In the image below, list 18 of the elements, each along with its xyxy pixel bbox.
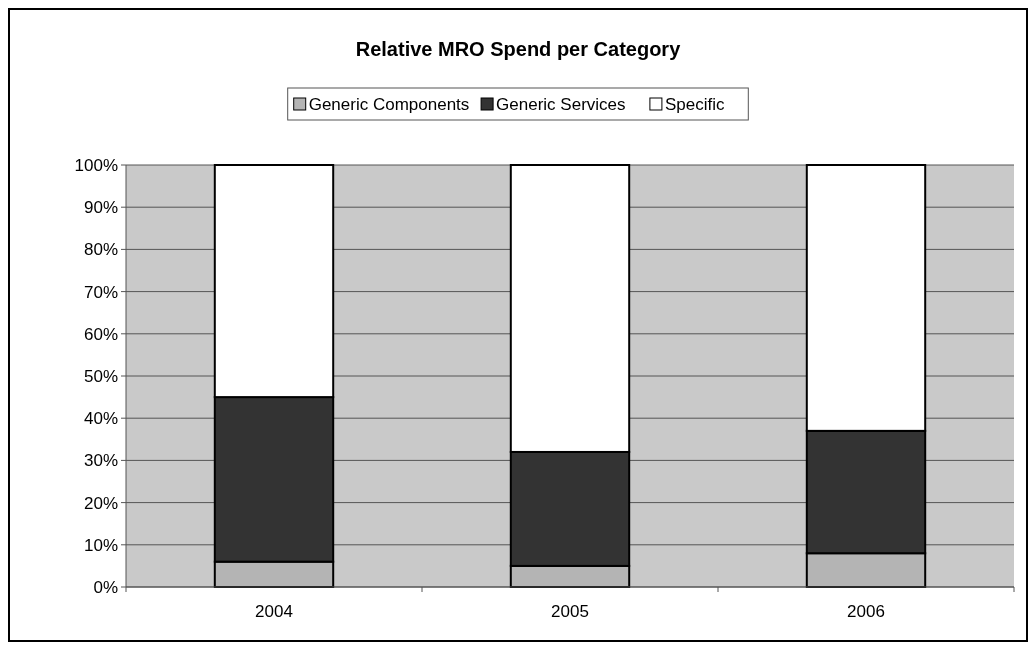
- y-tick-label: 60%: [83, 324, 118, 344]
- legend-label: Generic Services: [496, 94, 626, 114]
- y-tick-label: 10%: [83, 535, 118, 555]
- chart-title: Relative MRO Spend per Category: [355, 38, 682, 60]
- y-tick-label: 50%: [83, 366, 118, 386]
- y-tick-label: 40%: [83, 409, 118, 429]
- y-tick-label: 70%: [83, 282, 118, 302]
- y-tick-label: 100%: [74, 155, 118, 175]
- y-tick-label: 0%: [93, 577, 118, 597]
- y-tick-label: 90%: [83, 198, 118, 218]
- y-tick-label: 20%: [83, 493, 118, 513]
- legend-label: Generic Components: [308, 94, 470, 114]
- y-tick-label: 30%: [83, 451, 118, 471]
- x-tick-label: 2006: [847, 602, 885, 621]
- legend-label: Specific: [664, 94, 725, 114]
- x-tick-label: 2005: [551, 602, 589, 621]
- x-tick-label: 2004: [255, 602, 293, 621]
- y-tick-label: 80%: [83, 240, 118, 260]
